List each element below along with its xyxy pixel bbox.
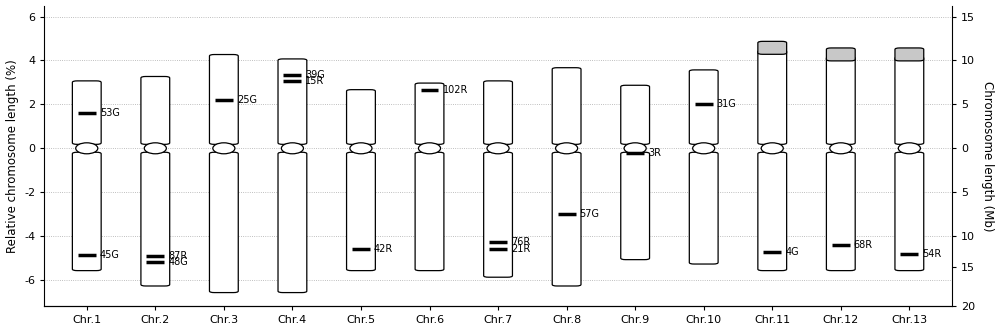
Ellipse shape (556, 143, 578, 154)
Ellipse shape (420, 144, 439, 153)
Text: 31G: 31G (717, 99, 736, 109)
Ellipse shape (832, 144, 850, 153)
Ellipse shape (763, 144, 781, 153)
Ellipse shape (213, 143, 235, 154)
Y-axis label: Relative chromosome length (%): Relative chromosome length (%) (6, 59, 19, 253)
Text: 102R: 102R (443, 85, 468, 95)
Ellipse shape (352, 144, 370, 153)
Text: 87R: 87R (168, 251, 188, 261)
Ellipse shape (487, 143, 509, 154)
FancyBboxPatch shape (826, 152, 855, 271)
Text: 76R: 76R (511, 237, 530, 247)
FancyBboxPatch shape (278, 59, 307, 144)
FancyBboxPatch shape (415, 83, 444, 144)
FancyBboxPatch shape (347, 152, 375, 271)
Text: 39G: 39G (305, 70, 325, 80)
Text: 3R: 3R (648, 148, 661, 158)
Ellipse shape (695, 144, 713, 153)
FancyBboxPatch shape (72, 81, 101, 144)
FancyBboxPatch shape (621, 85, 650, 144)
Text: 21R: 21R (511, 244, 530, 254)
FancyBboxPatch shape (209, 152, 238, 293)
Ellipse shape (624, 143, 646, 154)
FancyBboxPatch shape (72, 152, 101, 271)
FancyBboxPatch shape (141, 76, 170, 144)
FancyBboxPatch shape (552, 152, 581, 286)
FancyBboxPatch shape (621, 152, 650, 260)
FancyBboxPatch shape (484, 81, 512, 144)
Ellipse shape (78, 144, 96, 153)
Ellipse shape (281, 143, 303, 154)
Ellipse shape (693, 143, 715, 154)
FancyBboxPatch shape (895, 152, 924, 271)
Ellipse shape (830, 143, 852, 154)
Ellipse shape (418, 143, 441, 154)
Text: 45G: 45G (100, 250, 120, 260)
Ellipse shape (898, 143, 920, 154)
FancyBboxPatch shape (141, 152, 170, 286)
Ellipse shape (489, 144, 507, 153)
FancyBboxPatch shape (758, 152, 787, 271)
FancyBboxPatch shape (278, 152, 307, 293)
FancyBboxPatch shape (689, 70, 718, 144)
Text: 25G: 25G (237, 95, 257, 105)
FancyBboxPatch shape (758, 41, 787, 54)
FancyBboxPatch shape (552, 68, 581, 144)
Ellipse shape (761, 143, 783, 154)
Ellipse shape (900, 144, 918, 153)
Ellipse shape (626, 144, 644, 153)
Text: 57G: 57G (580, 209, 600, 219)
FancyBboxPatch shape (689, 152, 718, 264)
FancyBboxPatch shape (209, 55, 238, 144)
Text: 48G: 48G (168, 258, 188, 267)
FancyBboxPatch shape (415, 152, 444, 271)
FancyBboxPatch shape (895, 48, 924, 61)
Text: 42R: 42R (374, 244, 393, 254)
FancyBboxPatch shape (826, 48, 855, 61)
Ellipse shape (76, 143, 98, 154)
Y-axis label: Chromosome length (Mb): Chromosome length (Mb) (981, 81, 994, 231)
Text: 53G: 53G (100, 108, 120, 118)
Ellipse shape (557, 144, 576, 153)
FancyBboxPatch shape (826, 57, 855, 144)
Ellipse shape (215, 144, 233, 153)
Text: 4G: 4G (785, 247, 799, 257)
Ellipse shape (283, 144, 302, 153)
FancyBboxPatch shape (484, 152, 512, 277)
FancyBboxPatch shape (895, 57, 924, 144)
Text: 15R: 15R (305, 76, 325, 86)
Ellipse shape (350, 143, 372, 154)
Text: 54R: 54R (922, 249, 942, 259)
Ellipse shape (144, 143, 166, 154)
Text: 68R: 68R (854, 240, 873, 250)
Ellipse shape (146, 144, 164, 153)
FancyBboxPatch shape (758, 50, 787, 144)
FancyBboxPatch shape (347, 90, 375, 144)
